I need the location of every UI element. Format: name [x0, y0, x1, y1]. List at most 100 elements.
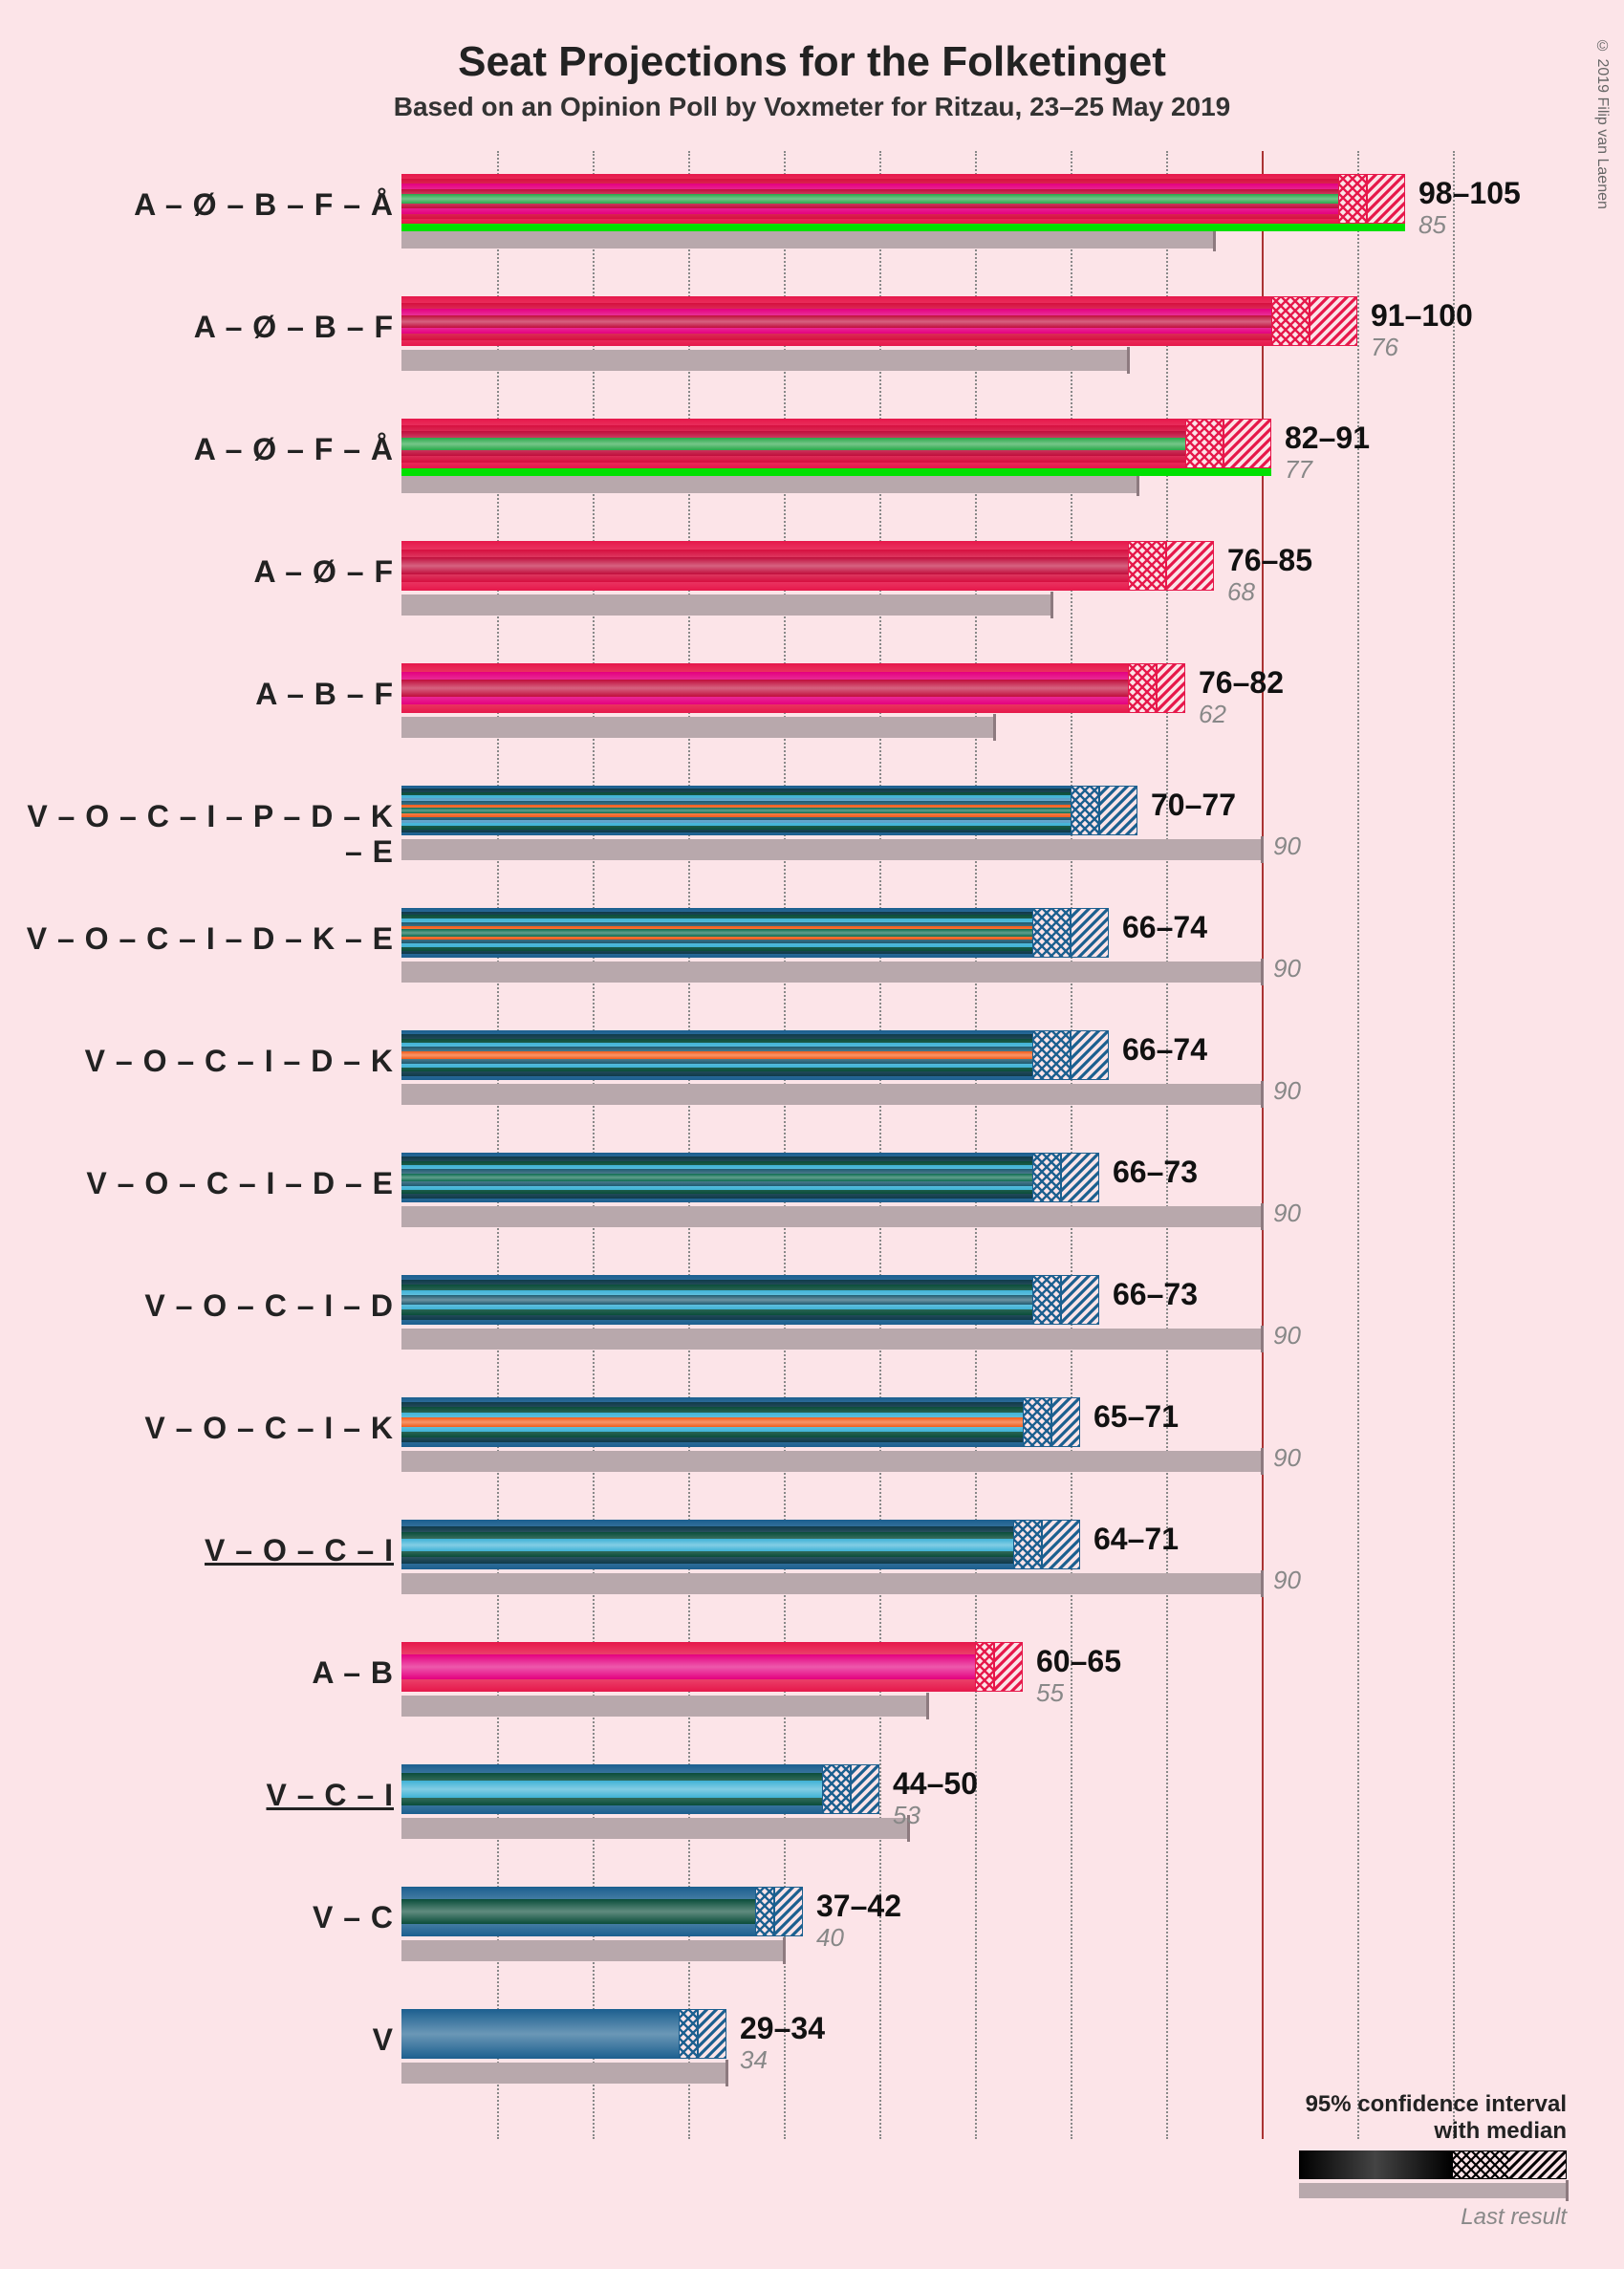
- legend-last-swatch: [1299, 2183, 1567, 2198]
- coalition-row: A – Ø – F – Å 82–9177: [401, 405, 1548, 520]
- last-result-label: 62: [1199, 700, 1226, 729]
- confidence-interval: [1032, 1275, 1099, 1325]
- coalition-label: A – B – F: [11, 677, 394, 712]
- range-label: 66–74: [1122, 910, 1207, 945]
- coalition-row: A – Ø – B – F – Å 98–10585: [401, 161, 1548, 275]
- last-result-bar: [401, 1084, 1262, 1105]
- last-result-label: 90: [1273, 832, 1301, 861]
- last-result-label: 90: [1273, 1199, 1301, 1228]
- last-result-bar: [401, 1573, 1262, 1594]
- last-result-bar: [401, 717, 994, 738]
- legend-ci-label: 95% confidence intervalwith median: [1299, 2091, 1567, 2145]
- last-result-label: 90: [1273, 1321, 1301, 1351]
- chart-subtitle: Based on an Opinion Poll by Voxmeter for…: [0, 86, 1624, 151]
- coalition-label: V – O – C – I – D – K – E: [11, 921, 394, 957]
- range-label: 66–73: [1113, 1155, 1198, 1190]
- range-label: 91–100: [1371, 298, 1473, 334]
- projection-bar: [401, 296, 1271, 346]
- last-result-label: 68: [1227, 577, 1255, 607]
- coalition-label: V – O – C – I – D – E: [11, 1166, 394, 1201]
- last-result-bar: [401, 1329, 1262, 1350]
- last-result-label: 34: [740, 2045, 768, 2075]
- coalition-row: V – O – C – I – P – D – K – E 70–7790: [401, 772, 1548, 887]
- seat-projection-chart: A – Ø – B – F – Å 98–10585A – Ø – B – F …: [401, 151, 1548, 2158]
- copyright-label: © 2019 Filip van Laenen: [1593, 38, 1611, 209]
- confidence-interval: [755, 1887, 803, 1936]
- coalition-label: A – B: [11, 1655, 394, 1691]
- confidence-interval: [822, 1764, 879, 1814]
- range-label: 64–71: [1093, 1522, 1179, 1557]
- range-label: 70–77: [1151, 788, 1236, 823]
- projection-bar: [401, 786, 1071, 835]
- coalition-label: V – O – C – I – D: [11, 1288, 394, 1324]
- projection-bar: [401, 1642, 975, 1692]
- last-result-bar: [401, 1451, 1262, 1472]
- last-result-label: 53: [893, 1801, 920, 1830]
- coalition-row: V – C 37–4240: [401, 1873, 1548, 1988]
- projection-bar: [401, 1153, 1032, 1202]
- chart-title: Seat Projections for the Folketinget: [0, 0, 1624, 86]
- coalition-label: A – Ø – F: [11, 554, 394, 590]
- projection-bar: [401, 1030, 1032, 1080]
- projection-bar: [401, 2009, 679, 2059]
- last-result-label: 90: [1273, 1443, 1301, 1473]
- legend-ci-swatch: [1299, 2150, 1567, 2179]
- coalition-label: V: [11, 2022, 394, 2058]
- confidence-interval: [1185, 419, 1271, 468]
- coalition-row: V – C – I 44–5053: [401, 1751, 1548, 1866]
- coalition-row: A – B 60–6555: [401, 1629, 1548, 1743]
- range-label: 76–85: [1227, 543, 1312, 578]
- last-result-label: 55: [1036, 1678, 1064, 1708]
- confidence-interval: [1338, 174, 1405, 224]
- confidence-interval: [1071, 786, 1137, 835]
- coalition-label: V – C: [11, 1900, 394, 1935]
- confidence-interval: [679, 2009, 726, 2059]
- projection-bar: [401, 1764, 822, 1814]
- coalition-row: A – B – F 76–8262: [401, 650, 1548, 765]
- range-label: 29–34: [740, 2011, 825, 2046]
- confidence-interval: [1032, 1030, 1109, 1080]
- legend: 95% confidence intervalwith median Last …: [1299, 2091, 1567, 2231]
- last-result-bar: [401, 594, 1051, 616]
- projection-bar: [401, 419, 1185, 468]
- coalition-row: V – O – C – I 64–7190: [401, 1506, 1548, 1621]
- coalition-label: V – O – C – I – D – K: [11, 1044, 394, 1079]
- range-label: 66–73: [1113, 1277, 1198, 1312]
- projection-bar: [401, 1397, 1023, 1447]
- range-label: 65–71: [1093, 1399, 1179, 1435]
- coalition-label: A – Ø – F – Å: [11, 432, 394, 467]
- last-result-bar: [401, 1696, 927, 1717]
- confidence-interval: [1023, 1397, 1080, 1447]
- range-label: 82–91: [1285, 421, 1370, 456]
- coalition-row: V – O – C – I – D 66–7390: [401, 1262, 1548, 1376]
- last-result-bar: [401, 1818, 908, 1839]
- confidence-interval: [1271, 296, 1357, 346]
- coalition-label: V – O – C – I – P – D – K – E: [11, 799, 394, 870]
- coalition-row: A – Ø – B – F 91–10076: [401, 283, 1548, 398]
- range-label: 66–74: [1122, 1032, 1207, 1068]
- last-result-label: 90: [1273, 954, 1301, 983]
- coalition-row: V – O – C – I – D – E 66–7390: [401, 1139, 1548, 1254]
- last-result-label: 85: [1418, 210, 1446, 240]
- last-result-label: 76: [1371, 333, 1398, 362]
- last-result-bar: [401, 962, 1262, 983]
- last-result-bar: [401, 1206, 1262, 1227]
- legend-last-label: Last result: [1299, 2204, 1567, 2231]
- range-label: 60–65: [1036, 1644, 1121, 1679]
- last-result-label: 40: [816, 1923, 844, 1953]
- last-result-bar: [401, 839, 1262, 860]
- coalition-label: A – Ø – B – F: [11, 310, 394, 345]
- coalition-row: V – O – C – I – D – K – E 66–7490: [401, 895, 1548, 1009]
- last-result-bar: [401, 1940, 784, 1961]
- projection-bar: [401, 174, 1338, 224]
- coalition-row: A – Ø – F 76–8568: [401, 528, 1548, 642]
- range-label: 37–42: [816, 1889, 901, 1924]
- last-result-label: 90: [1273, 1076, 1301, 1106]
- coalition-label: V – O – C – I – K: [11, 1411, 394, 1446]
- confidence-interval: [1128, 663, 1185, 713]
- confidence-interval: [975, 1642, 1023, 1692]
- coalition-row: V – O – C – I – K 65–7190: [401, 1384, 1548, 1499]
- coalition-label: A – Ø – B – F – Å: [11, 187, 394, 223]
- confidence-interval: [1128, 541, 1214, 591]
- projection-bar: [401, 1520, 1013, 1569]
